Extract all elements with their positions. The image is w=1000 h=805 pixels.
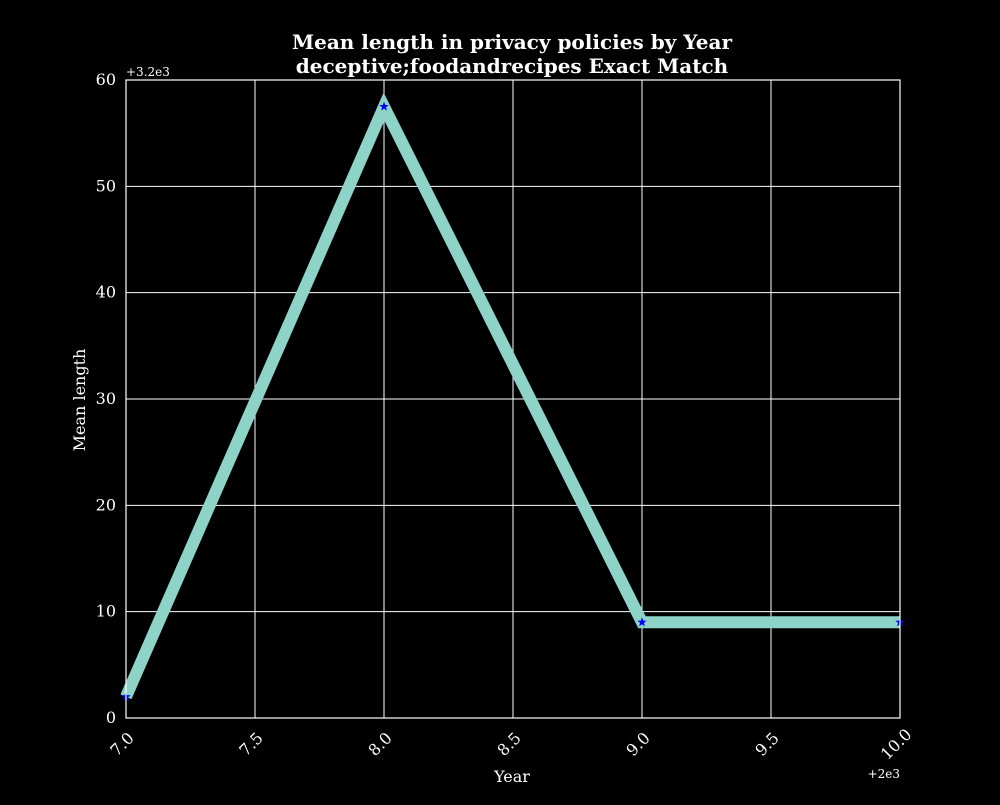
plot-frame [125,79,901,719]
y-tick-label: 10 [96,602,116,621]
series-line [120,92,900,700]
chart-subtitle: deceptive;foodandrecipes Exact Match [296,54,729,78]
y-axis-label: Mean length [70,349,89,452]
y-offset-label: +3.2e3 [126,65,170,79]
y-tick-label: 40 [96,283,116,302]
chart-title: Mean length in privacy policies by Year [292,30,733,54]
y-tick-label: 0 [106,708,116,727]
y-tick-label: 20 [96,495,116,514]
x-axis-label: Year [493,767,530,786]
data-point-marker [637,617,647,627]
y-tick-label: 60 [96,70,116,89]
x-offset-label: +2e3 [868,767,900,781]
y-tick-labels: 0 10 20 30 40 50 60 [96,70,116,727]
y-tick-label: 50 [96,176,116,195]
y-tick-label: 30 [96,389,116,408]
data-point-marker [379,101,389,111]
